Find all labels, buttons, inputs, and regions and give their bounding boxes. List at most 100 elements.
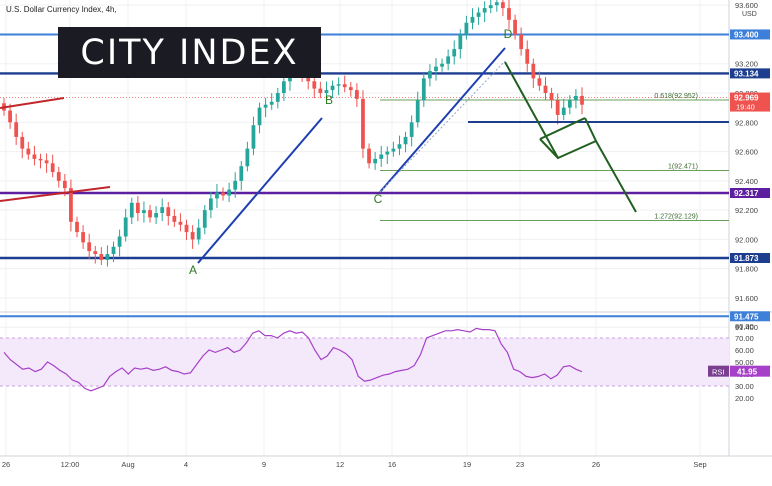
price-label-3: 92.317 (734, 189, 759, 198)
candle-37 (227, 189, 232, 196)
candle-65 (397, 144, 402, 149)
point-label-A: A (189, 263, 197, 277)
candle-26 (160, 207, 165, 214)
price-tick-9: 92.000 (735, 235, 758, 244)
candle-88 (537, 78, 542, 86)
candle-62 (379, 154, 384, 159)
time-tick-8: 23 (516, 460, 524, 469)
candle-13 (81, 232, 85, 243)
price-tick-11: 91.600 (735, 294, 758, 303)
candle-18 (111, 246, 116, 255)
price-label-box-2 (730, 92, 770, 112)
price-label-box-4 (730, 253, 770, 263)
candle-31 (190, 232, 195, 240)
price-label-4: 91.873 (734, 254, 759, 263)
candle-30 (184, 224, 189, 233)
price-tick-7: 92.400 (735, 177, 758, 186)
candle-63 (385, 151, 390, 155)
candle-24 (148, 210, 152, 218)
candle-2 (14, 122, 19, 137)
time-tick-3: 4 (184, 460, 188, 469)
time-tick-2: Aug (121, 460, 134, 469)
logo-text: CITY INDEX (80, 32, 299, 73)
rsi-tick-3: 50.00 (735, 358, 754, 367)
candle-36 (221, 192, 225, 196)
candle-25 (154, 213, 158, 218)
candle-35 (215, 192, 219, 199)
candle-79 (482, 8, 487, 13)
candle-60 (367, 148, 371, 164)
candle-28 (172, 215, 177, 222)
candle-57 (348, 87, 353, 91)
candle-69 (421, 78, 426, 101)
candle-50 (306, 75, 311, 82)
candle-41 (251, 125, 256, 149)
candle-74 (452, 49, 457, 57)
candle-19 (117, 236, 122, 247)
candle-55 (336, 84, 341, 86)
candle-33 (202, 210, 207, 228)
rsi-line (3, 327, 583, 392)
candle-85 (519, 34, 524, 50)
ab-trendline (197, 117, 323, 264)
price-tick-12: 91.400 (735, 323, 758, 332)
flag-left (539, 138, 559, 159)
candle-89 (543, 85, 548, 94)
candle-20 (123, 217, 128, 237)
rsi-value-label: 41.95 (737, 368, 758, 377)
time-tick-4: 9 (262, 460, 266, 469)
candle-75 (458, 34, 463, 50)
candle-67 (409, 122, 414, 137)
fib-label-0.618: 0.618(92.952) (654, 93, 698, 100)
candle-4 (26, 148, 31, 155)
candle-14 (87, 242, 92, 252)
price-tick-2: 93.600 (735, 1, 758, 10)
candle-93 (567, 100, 572, 108)
rsi-tick-2: 60.00 (735, 346, 754, 355)
flag-upper (539, 117, 586, 140)
rsi-pane (0, 327, 729, 392)
candle-66 (403, 136, 408, 145)
candle-81 (494, 2, 499, 6)
candle-51 (312, 81, 317, 89)
candle-94 (574, 95, 578, 101)
candle-39 (239, 166, 244, 181)
candle-83 (507, 8, 511, 20)
city-index-logo: CITY INDEX (58, 27, 321, 78)
price-axis-unit: USD (742, 11, 757, 18)
projection-path (504, 61, 637, 213)
price-tick-10: 91.800 (735, 265, 758, 274)
candle-52 (318, 88, 323, 94)
price-label-2: 92.969 (734, 94, 759, 103)
price-tick-5: 92.800 (735, 118, 758, 127)
point-label-B: B (325, 93, 333, 107)
candle-6 (38, 158, 43, 161)
red-trendline-upper (0, 97, 65, 109)
axes: USD94.00093.80093.60093.20093.00092.8009… (2, 1, 758, 469)
price-label-time: 19:40 (736, 103, 755, 112)
candle-5 (32, 154, 37, 159)
candle-27 (166, 207, 171, 216)
candle-77 (470, 16, 475, 23)
candle-17 (105, 254, 110, 260)
candle-1 (8, 110, 12, 123)
candle-58 (354, 90, 359, 99)
candle-64 (391, 148, 396, 152)
cd-trendline (379, 47, 506, 193)
candle-61 (373, 158, 378, 164)
chart-title: U.S. Dollar Currency Index, 4h, (6, 5, 117, 14)
candle-38 (233, 180, 238, 190)
price-label-box-5 (730, 311, 770, 322)
time-tick-5: 12 (336, 460, 344, 469)
time-tick-9: 26 (592, 460, 600, 469)
rsi-value-box (730, 365, 770, 377)
fib-label-1: 1(92.471) (668, 163, 698, 170)
rsi-name-box (708, 365, 729, 377)
rsi-tick-0: 80.00 (735, 322, 754, 331)
price-label-1: 93.134 (734, 69, 759, 78)
point-label-D: D (504, 27, 513, 41)
candle-46 (281, 81, 286, 94)
